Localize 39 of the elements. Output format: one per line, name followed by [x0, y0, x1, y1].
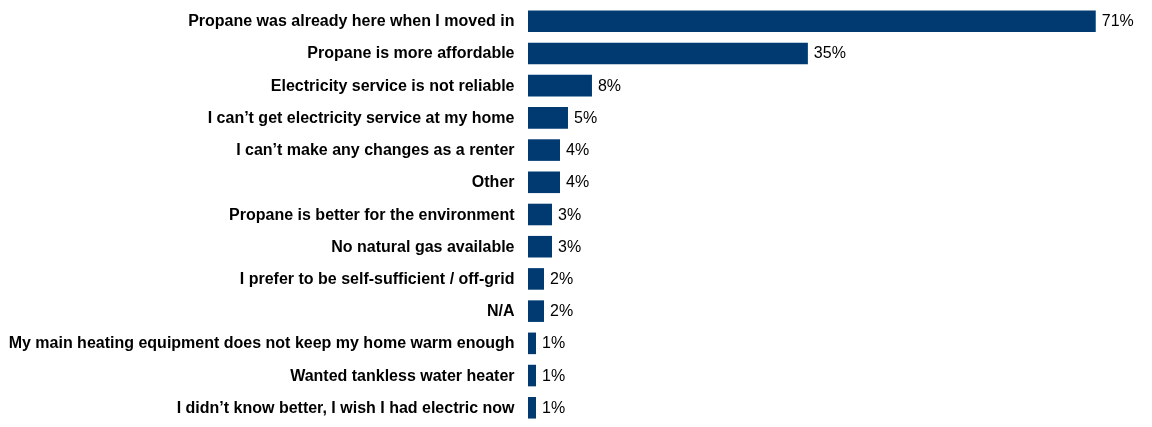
- data-label: 1%: [542, 366, 566, 384]
- data-label: 2%: [549, 269, 574, 287]
- y-tick-label: Other: [471, 173, 515, 191]
- y-tick-label: I prefer to be self-sufficient / off-grid: [239, 269, 515, 287]
- data-label: 35%: [813, 44, 846, 62]
- data-label: 2%: [549, 302, 574, 320]
- bar: [528, 203, 552, 226]
- y-tick-label: I can’t make any changes as a renter: [236, 141, 515, 159]
- bar: [528, 300, 544, 322]
- bar: [528, 42, 808, 65]
- bar: [528, 396, 536, 419]
- y-tick-label: No natural gas available: [331, 237, 515, 255]
- bar: [528, 74, 592, 97]
- bar: [528, 10, 1096, 33]
- data-label: 4%: [565, 173, 590, 191]
- data-label: 1%: [542, 398, 566, 416]
- bar: [528, 332, 536, 355]
- y-tick-label: My main heating equipment does not keep my home warm enough: [8, 334, 515, 352]
- data-label: 1%: [542, 334, 566, 352]
- y-tick-label: Electricity service is not reliable: [270, 76, 515, 94]
- bar: [528, 171, 560, 194]
- data-label: 3%: [557, 205, 582, 223]
- bar: [528, 364, 536, 387]
- data-label: 4%: [565, 141, 590, 159]
- y-tick-label: Propane is more affordable: [307, 44, 515, 62]
- y-tick-label: I can’t get electricity service at my home: [207, 108, 515, 126]
- bar: [528, 268, 544, 290]
- y-tick-label: Wanted tankless water heater: [290, 366, 515, 384]
- data-label: 71%: [1101, 12, 1134, 30]
- y-tick-label: Propane is better for the environment: [229, 205, 516, 223]
- y-tick-label: I didn’t know better, I wish I had electric now: [176, 398, 516, 416]
- y-tick-label: N/A: [486, 302, 515, 320]
- data-label: 3%: [557, 237, 582, 255]
- data-label: 5%: [573, 108, 598, 126]
- bar: [528, 235, 552, 258]
- bar: [528, 107, 568, 129]
- data-label: 8%: [597, 76, 622, 94]
- bar: [528, 139, 560, 161]
- y-tick-label: Propane was already here when I moved in: [188, 12, 515, 30]
